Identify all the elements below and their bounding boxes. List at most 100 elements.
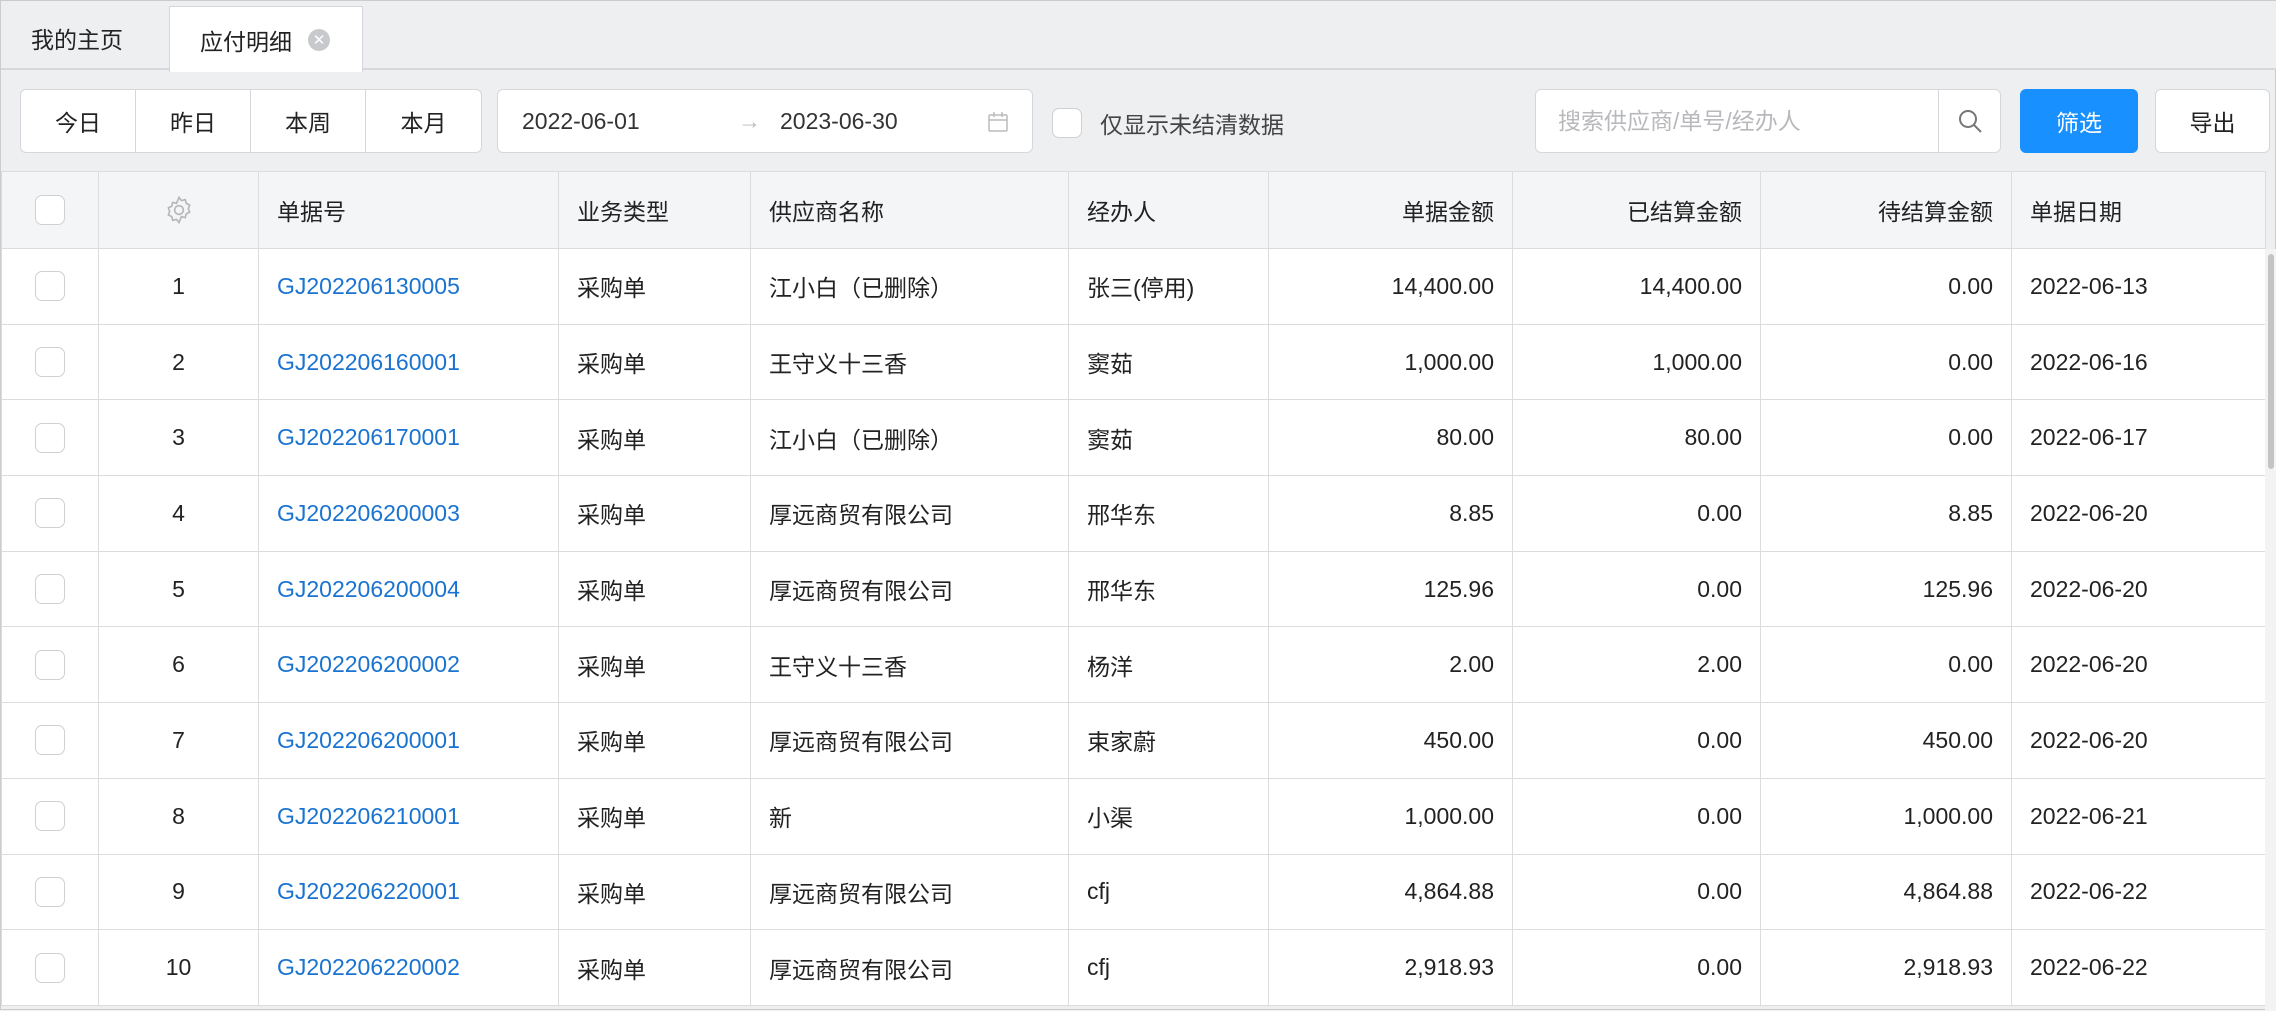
gear-icon[interactable] <box>164 195 194 225</box>
header-bill-amount[interactable]: 单据金额 <box>1268 171 1513 249</box>
bill-no-cell: GJ202206200003 <box>258 475 559 552</box>
pending-amount: 8.85 <box>1760 475 2012 552</box>
header-pending-amount[interactable]: 待结算金额 <box>1760 171 2012 249</box>
vertical-scrollbar[interactable] <box>2265 249 2276 1011</box>
table-row[interactable]: 1 GJ202206130005 采购单 江小白（已删除） 张三(停用) 14,400.0… <box>1 248 2266 325</box>
row-checkbox[interactable] <box>35 649 65 680</box>
unsettled-label: 仅显示未结清数据 <box>1100 112 1284 138</box>
bill-date: 2022-06-13 <box>2011 248 2266 325</box>
table-row[interactable]: 10 GJ202206220002 采购单 厚远商贸有限公司 cfj 2,918.93 0.… <box>1 929 2266 1006</box>
bill-date: 2022-06-16 <box>2011 323 2266 401</box>
bill-no-link[interactable]: GJ202206160001 <box>277 348 460 375</box>
table-row[interactable]: 8 GJ202206210001 采购单新小渠 1,000.00 0.00 1,000.0… <box>1 777 2266 855</box>
filter-button[interactable]: 筛选 <box>2020 89 2138 153</box>
tab-payable-detail[interactable]: 应付明细 ✕ <box>169 6 363 72</box>
bill-no-link[interactable]: GJ202206200004 <box>277 575 460 602</box>
business-type: 采购单 <box>558 550 751 628</box>
row-select-cell[interactable] <box>1 399 99 477</box>
arrow-right-icon: → <box>738 107 761 134</box>
this-week-button[interactable]: 本周 <box>251 90 366 152</box>
bill-no-cell: GJ202206200001 <box>258 702 559 779</box>
header-settled-amount[interactable]: 已结算金额 <box>1512 171 1761 249</box>
bill-no-cell: GJ202206200002 <box>258 626 559 704</box>
table-row[interactable]: 6 GJ202206200002 采购单 王守义十三香 杨洋 2.00 2.00 0.00 20… <box>1 626 2266 704</box>
tab-label: 我的主页 <box>31 27 123 53</box>
yesterday-button[interactable]: 昨日 <box>136 90 251 152</box>
header-handler[interactable]: 经办人 <box>1068 171 1269 249</box>
header-bill-date[interactable]: 单据日期 <box>2011 171 2266 249</box>
row-checkbox[interactable] <box>35 952 65 983</box>
bill-no-link[interactable]: GJ202206200002 <box>277 651 460 678</box>
table-row[interactable]: 7 GJ202206200001 采购单 厚远商贸有限公司 束家蔚 450.00 0.00 4… <box>1 702 2266 779</box>
bill-no-link[interactable]: GJ202206200001 <box>277 726 460 753</box>
row-select-cell[interactable] <box>1 929 99 1006</box>
table-row[interactable]: 2 GJ202206160001 采购单 王守义十三香 窦茹 1,000.00 1,000.… <box>1 323 2266 401</box>
pending-amount: 450.00 <box>1760 702 2012 779</box>
date-start[interactable]: 2022-06-01 <box>522 107 640 134</box>
close-icon[interactable]: ✕ <box>308 28 330 51</box>
bill-no-link[interactable]: GJ202206210001 <box>277 802 460 829</box>
bill-no-link[interactable]: GJ202206130005 <box>277 272 460 299</box>
bill-no-cell: GJ202206210001 <box>258 777 559 855</box>
bill-no-link[interactable]: GJ202206220002 <box>277 954 460 981</box>
scrollbar-thumb[interactable] <box>2268 254 2274 469</box>
row-select-cell[interactable] <box>1 550 99 628</box>
pending-amount: 0.00 <box>1760 626 2012 704</box>
today-button[interactable]: 今日 <box>21 90 136 152</box>
row-select-cell[interactable] <box>1 248 99 325</box>
row-index: 2 <box>98 323 259 401</box>
this-month-button[interactable]: 本月 <box>400 110 447 136</box>
bill-no-link[interactable]: GJ202206200003 <box>277 499 460 526</box>
row-select-cell[interactable] <box>1 475 99 552</box>
row-checkbox[interactable] <box>35 498 65 529</box>
handler: cfj <box>1068 853 1269 931</box>
handler: 窦茹 <box>1068 323 1269 401</box>
header-bill-no[interactable]: 单据号 <box>258 171 559 249</box>
search-input[interactable] <box>1536 90 1938 152</box>
row-index: 10 <box>98 929 259 1006</box>
row-checkbox[interactable] <box>35 271 65 302</box>
row-checkbox[interactable] <box>35 876 65 907</box>
search-box <box>1535 89 2001 153</box>
select-all-checkbox[interactable] <box>35 195 65 225</box>
row-checkbox[interactable] <box>35 347 65 378</box>
row-select-cell[interactable] <box>1 323 99 401</box>
row-checkbox[interactable] <box>35 422 65 453</box>
tab-home[interactable]: 我的主页 <box>1 6 169 70</box>
header-business-type[interactable]: 业务类型 <box>558 171 751 249</box>
row-checkbox[interactable] <box>35 725 65 756</box>
row-select-cell[interactable] <box>1 626 99 704</box>
bill-date: 2022-06-20 <box>2011 626 2266 704</box>
supplier-name: 江小白（已删除） <box>750 248 1069 325</box>
row-index: 9 <box>98 853 259 931</box>
row-select-cell[interactable] <box>1 777 99 855</box>
bill-amount: 14,400.00 <box>1268 248 1513 325</box>
export-button[interactable]: 导出 <box>2155 89 2270 153</box>
bill-no-cell: GJ202206130005 <box>258 248 559 325</box>
bill-amount: 1,000.00 <box>1268 777 1513 855</box>
column-settings[interactable] <box>98 171 259 249</box>
unsettled-only-toggle[interactable]: 仅显示未结清数据 <box>1052 106 1284 140</box>
row-checkbox[interactable] <box>35 801 65 832</box>
search-button[interactable] <box>1938 90 2000 152</box>
unsettled-checkbox[interactable] <box>1052 108 1082 138</box>
table-row[interactable]: 4 GJ202206200003 采购单 厚远商贸有限公司 邢华东 8.85 0.00 8.8… <box>1 475 2266 552</box>
row-checkbox[interactable] <box>35 574 65 605</box>
select-all-cell[interactable] <box>1 171 99 249</box>
table-row[interactable]: 3 GJ202206170001 采购单 江小白（已删除） 窦茹 80.00 80.00 0.… <box>1 399 2266 477</box>
bill-no-cell: GJ202206200004 <box>258 550 559 628</box>
bill-no-link[interactable]: GJ202206170001 <box>277 424 460 451</box>
pending-amount: 0.00 <box>1760 248 2012 325</box>
row-select-cell[interactable] <box>1 853 99 931</box>
table-row[interactable]: 5 GJ202206200004 采购单 厚远商贸有限公司 邢华东 125.96 0.00 1… <box>1 550 2266 628</box>
row-index: 6 <box>98 626 259 704</box>
date-range-picker[interactable]: 2022-06-01 → 2023-06-30 <box>497 89 1033 153</box>
table-row[interactable]: 9 GJ202206220001 采购单 厚远商贸有限公司 cfj 4,864.88 0.0… <box>1 853 2266 931</box>
date-end[interactable]: 2023-06-30 <box>780 107 898 134</box>
bill-amount: 4,864.88 <box>1268 853 1513 931</box>
bill-no-link[interactable]: GJ202206220001 <box>277 878 460 905</box>
header-supplier[interactable]: 供应商名称 <box>750 171 1069 249</box>
handler: 杨洋 <box>1068 626 1269 704</box>
row-select-cell[interactable] <box>1 702 99 779</box>
supplier-name: 厚远商贸有限公司 <box>750 702 1069 779</box>
